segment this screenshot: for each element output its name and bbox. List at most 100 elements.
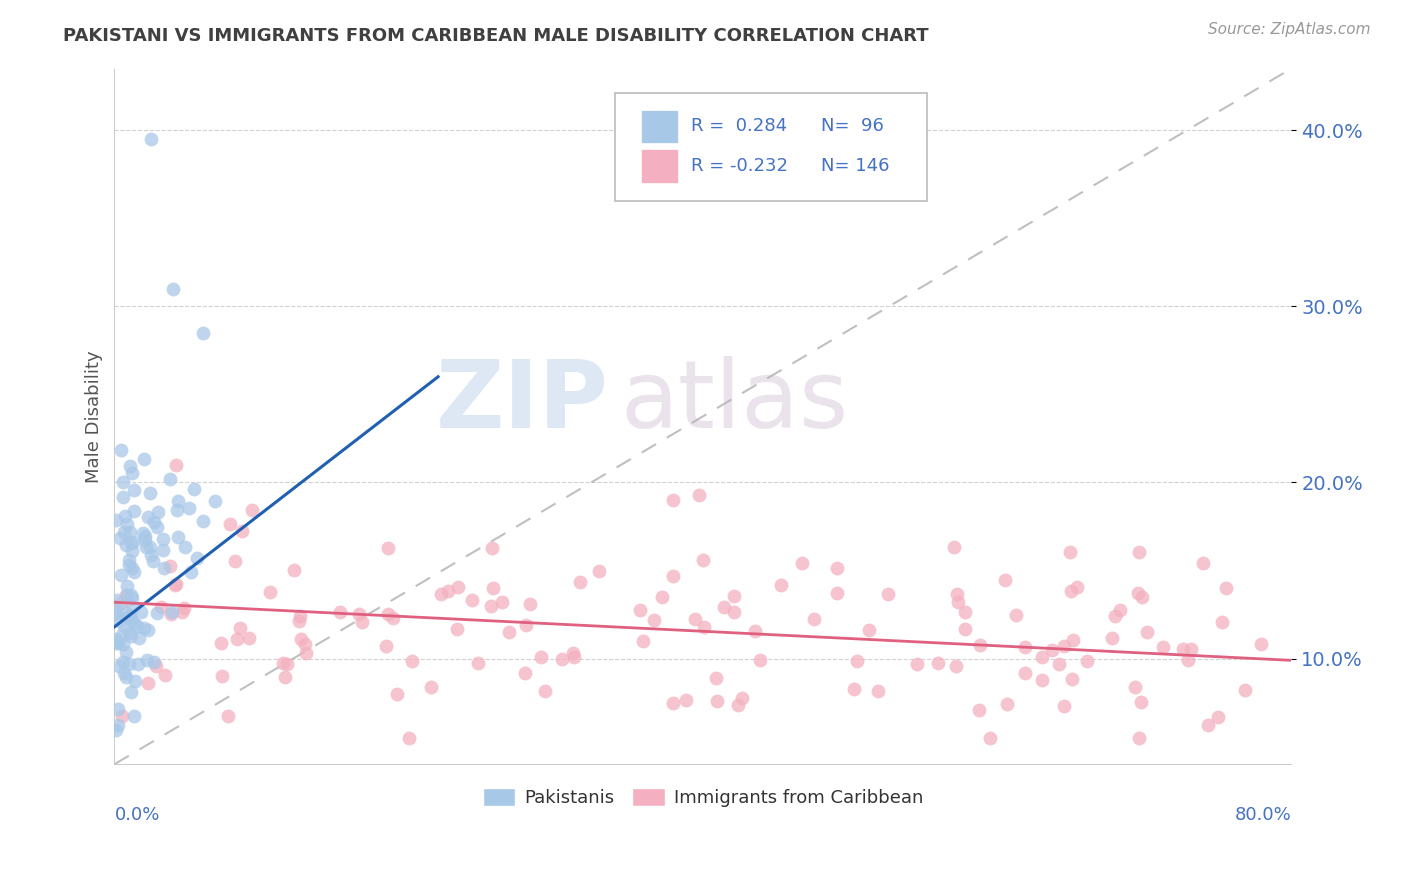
Point [633,633,655,648]
Point [643,613,665,627]
Point [121,600,143,615]
Point [1171,642,1194,657]
Point [994,573,1017,587]
Point [946,587,969,601]
Point [173,600,195,615]
Point [159,559,181,574]
Text: 80.0%: 80.0% [1234,806,1291,824]
Point [662,569,685,583]
Point [229,621,252,635]
Point [927,656,949,670]
Point [1059,545,1081,559]
Point [141,132,163,146]
Point [1101,631,1123,645]
Point [945,658,967,673]
Point [692,552,714,566]
Point [419,680,441,694]
Point [134,529,156,543]
Text: PAKISTANI VS IMMIGRANTS FROM CARIBBEAN MALE DISABILITY CORRELATION CHART: PAKISTANI VS IMMIGRANTS FROM CARIBBEAN M… [63,27,929,45]
Point [1076,654,1098,668]
Point [132,452,155,467]
FancyBboxPatch shape [614,93,927,201]
Point [461,593,484,607]
Point [120,613,142,627]
Point [117,657,139,672]
Point [688,488,710,502]
Point [115,670,138,684]
Point [430,587,453,601]
Point [115,516,138,531]
Point [111,490,134,504]
Point [946,595,969,609]
Point [283,564,305,578]
Point [104,636,127,650]
Point [132,525,155,540]
Point [165,578,187,592]
Point [446,622,468,636]
Point [704,672,727,686]
Point [108,532,131,546]
Point [953,605,976,619]
Point [136,652,159,666]
Point [1053,698,1076,713]
Point [155,668,177,682]
Point [152,533,174,547]
Point [110,628,132,642]
Point [377,541,399,556]
Point [1031,673,1053,687]
Point [825,560,848,574]
Point [1177,653,1199,667]
Point [135,540,157,554]
Point [107,702,129,716]
Point [165,458,187,472]
Point [122,565,145,579]
Point [995,697,1018,711]
Point [1234,682,1257,697]
Point [117,552,139,566]
Point [204,494,226,508]
Point [153,561,176,575]
Point [107,636,129,650]
Point [1192,557,1215,571]
Point [953,622,976,636]
Point [110,443,132,458]
Point [111,709,134,723]
Point [1059,584,1081,599]
Point [979,731,1001,745]
Point [138,624,160,638]
Point [209,636,232,650]
Point [693,620,716,634]
Point [136,509,159,524]
Point [1136,624,1159,639]
Point [112,637,135,651]
Point [1040,643,1063,657]
Point [141,548,163,562]
Point [513,666,536,681]
Point [112,603,135,617]
Point [238,631,260,645]
Point [727,698,749,713]
Point [294,637,316,651]
Point [127,657,149,671]
Point [165,577,187,591]
Point [115,579,138,593]
Point [375,639,398,653]
Point [120,524,142,539]
Point [110,567,132,582]
Point [159,607,181,622]
Point [467,657,489,671]
Point [218,516,240,531]
Point [723,605,745,619]
Point [1197,717,1219,731]
Text: N= 146: N= 146 [821,157,889,175]
Point [104,632,127,646]
Point [790,556,813,570]
Point [122,483,145,498]
Point [112,525,135,540]
Point [1152,640,1174,654]
Point [290,632,312,646]
Point [530,649,553,664]
Point [111,655,134,669]
Point [129,605,152,619]
Point [240,503,263,517]
